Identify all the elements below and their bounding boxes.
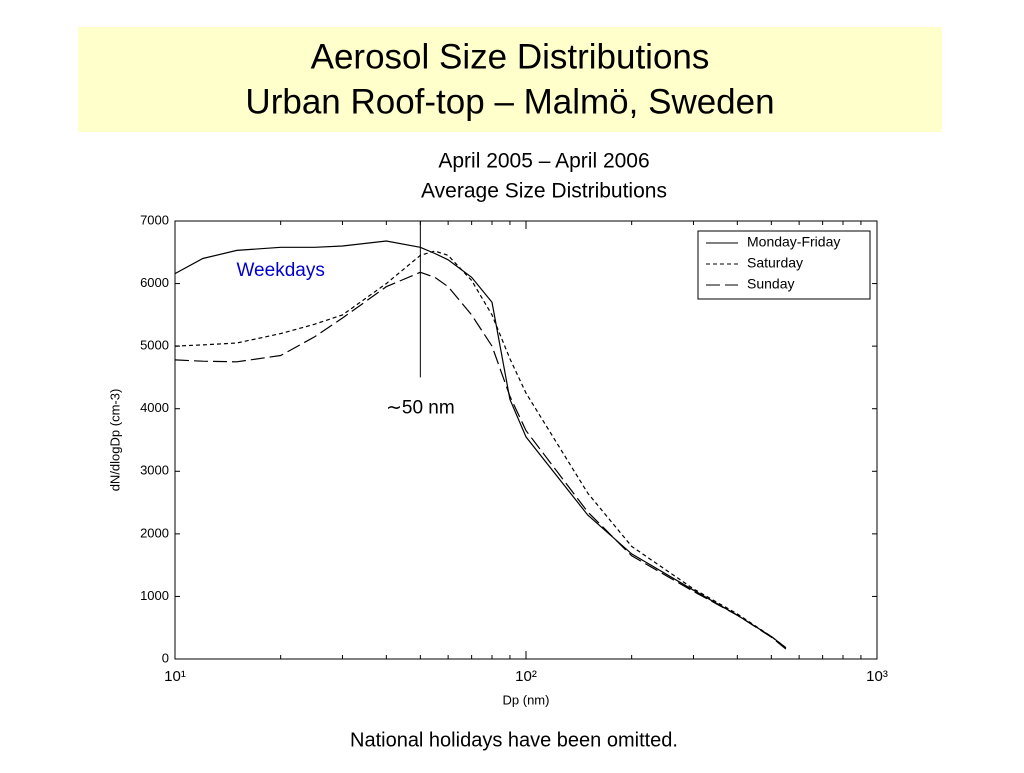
x-tick-label: 10²: [515, 668, 537, 685]
subtitle: April 2005 – April 2006: [438, 150, 649, 173]
series-line: [174, 250, 787, 649]
legend-label: Sunday: [747, 276, 794, 292]
y-tick-label: 0: [162, 650, 169, 665]
y-tick-label: 1000: [140, 588, 169, 603]
annotation: Weekdays: [236, 260, 324, 281]
y-tick-label: 5000: [140, 338, 169, 353]
y-tick-label: 3000: [140, 463, 169, 478]
footnote: National holidays have been omitted.: [350, 729, 678, 751]
legend-label: Monday-Friday: [747, 234, 840, 250]
x-tick-label: 10¹: [164, 668, 186, 685]
y-axis-label: dN/dlogDp (cm-3): [107, 389, 122, 492]
title: Urban Roof-top – Malmö, Sweden: [245, 82, 774, 121]
series-line: [174, 240, 787, 649]
y-tick-label: 7000: [140, 212, 169, 227]
subtitle: Average Size Distributions: [421, 180, 667, 203]
title-box: [78, 27, 942, 132]
x-axis-label: Dp (nm): [503, 692, 550, 707]
legend-box: [697, 230, 871, 300]
y-tick-label: 6000: [140, 275, 169, 290]
y-tick-label: 4000: [140, 400, 169, 415]
legend-label: Saturday: [747, 255, 803, 271]
series-line: [174, 271, 787, 650]
y-tick-label: 2000: [140, 525, 169, 540]
annotation: ∼50 nm: [386, 398, 455, 419]
title: Aerosol Size Distributions: [311, 37, 710, 76]
x-tick-label: 10³: [866, 668, 888, 685]
